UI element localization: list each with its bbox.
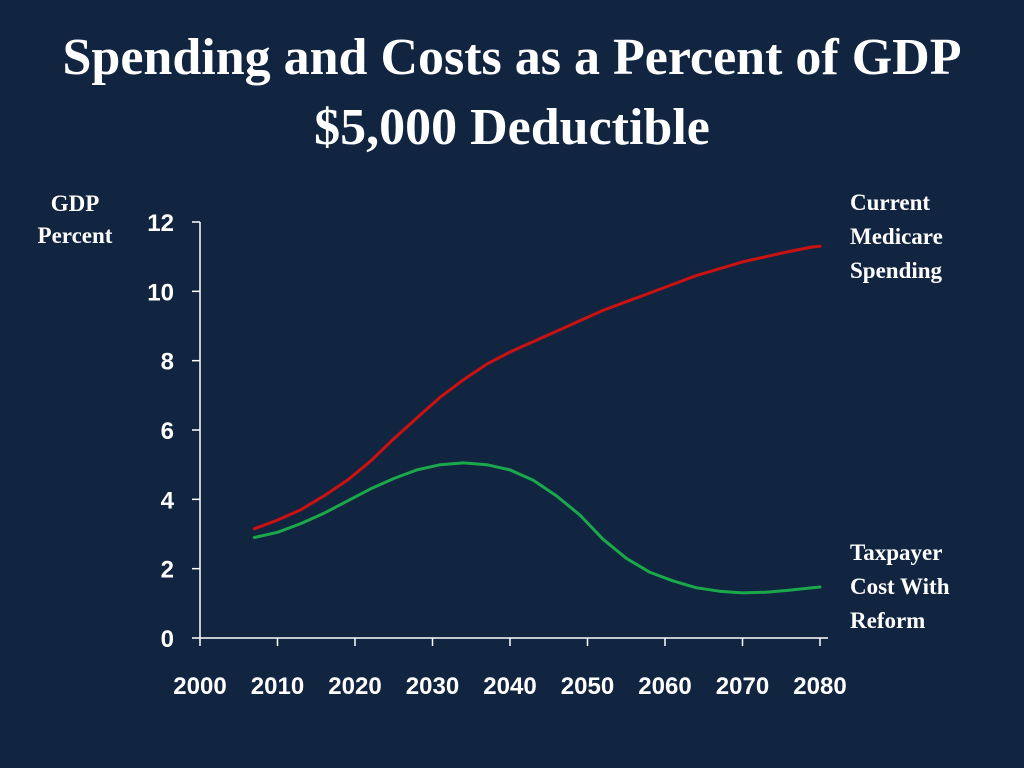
x-tick-label: 2040	[483, 673, 536, 700]
series-label-line: Taxpayer	[850, 540, 943, 565]
y-axis-label-line-2: Percent	[37, 223, 113, 248]
x-tick-label: 2030	[406, 673, 459, 700]
series-label-line: Reform	[850, 608, 926, 633]
y-tick-label: 8	[161, 349, 174, 376]
series-label-line: Current	[850, 190, 931, 215]
x-tick-label: 2050	[561, 673, 614, 700]
chart-title: Spending and Costs as a Percent of GDP	[62, 29, 962, 86]
y-tick-label: 12	[147, 210, 174, 237]
y-tick-label: 10	[147, 279, 174, 306]
chart-subtitle: $5,000 Deductible	[314, 99, 710, 156]
x-tick-label: 2010	[251, 673, 304, 700]
x-tick-label: 2080	[793, 673, 846, 700]
series-line-taxpayer-cost-with-reform	[252, 461, 822, 595]
x-tick-label: 2020	[328, 673, 381, 700]
x-tick-label: 2060	[638, 673, 691, 700]
series-label-taxpayer-cost-with-reform: Taxpayer Cost With Reform	[850, 536, 1020, 638]
series-label-current-medicare-spending: Current Medicare Spending	[850, 186, 1020, 288]
x-tick-label: 2070	[716, 673, 769, 700]
series-label-line: Spending	[850, 258, 943, 283]
y-tick-label: 4	[161, 487, 175, 514]
y-tick-label: 0	[161, 626, 174, 653]
y-tick-label: 2	[161, 557, 174, 584]
series-line-current-medicare-spending	[252, 244, 822, 531]
series-label-line: Medicare	[850, 224, 943, 249]
series-label-line: Cost With	[850, 574, 950, 599]
y-axis-label-line-1: GDP	[50, 191, 100, 216]
y-tick-label: 6	[161, 418, 174, 445]
y-axis-label: GDP Percent	[20, 188, 130, 252]
x-tick-label: 2000	[173, 673, 226, 700]
